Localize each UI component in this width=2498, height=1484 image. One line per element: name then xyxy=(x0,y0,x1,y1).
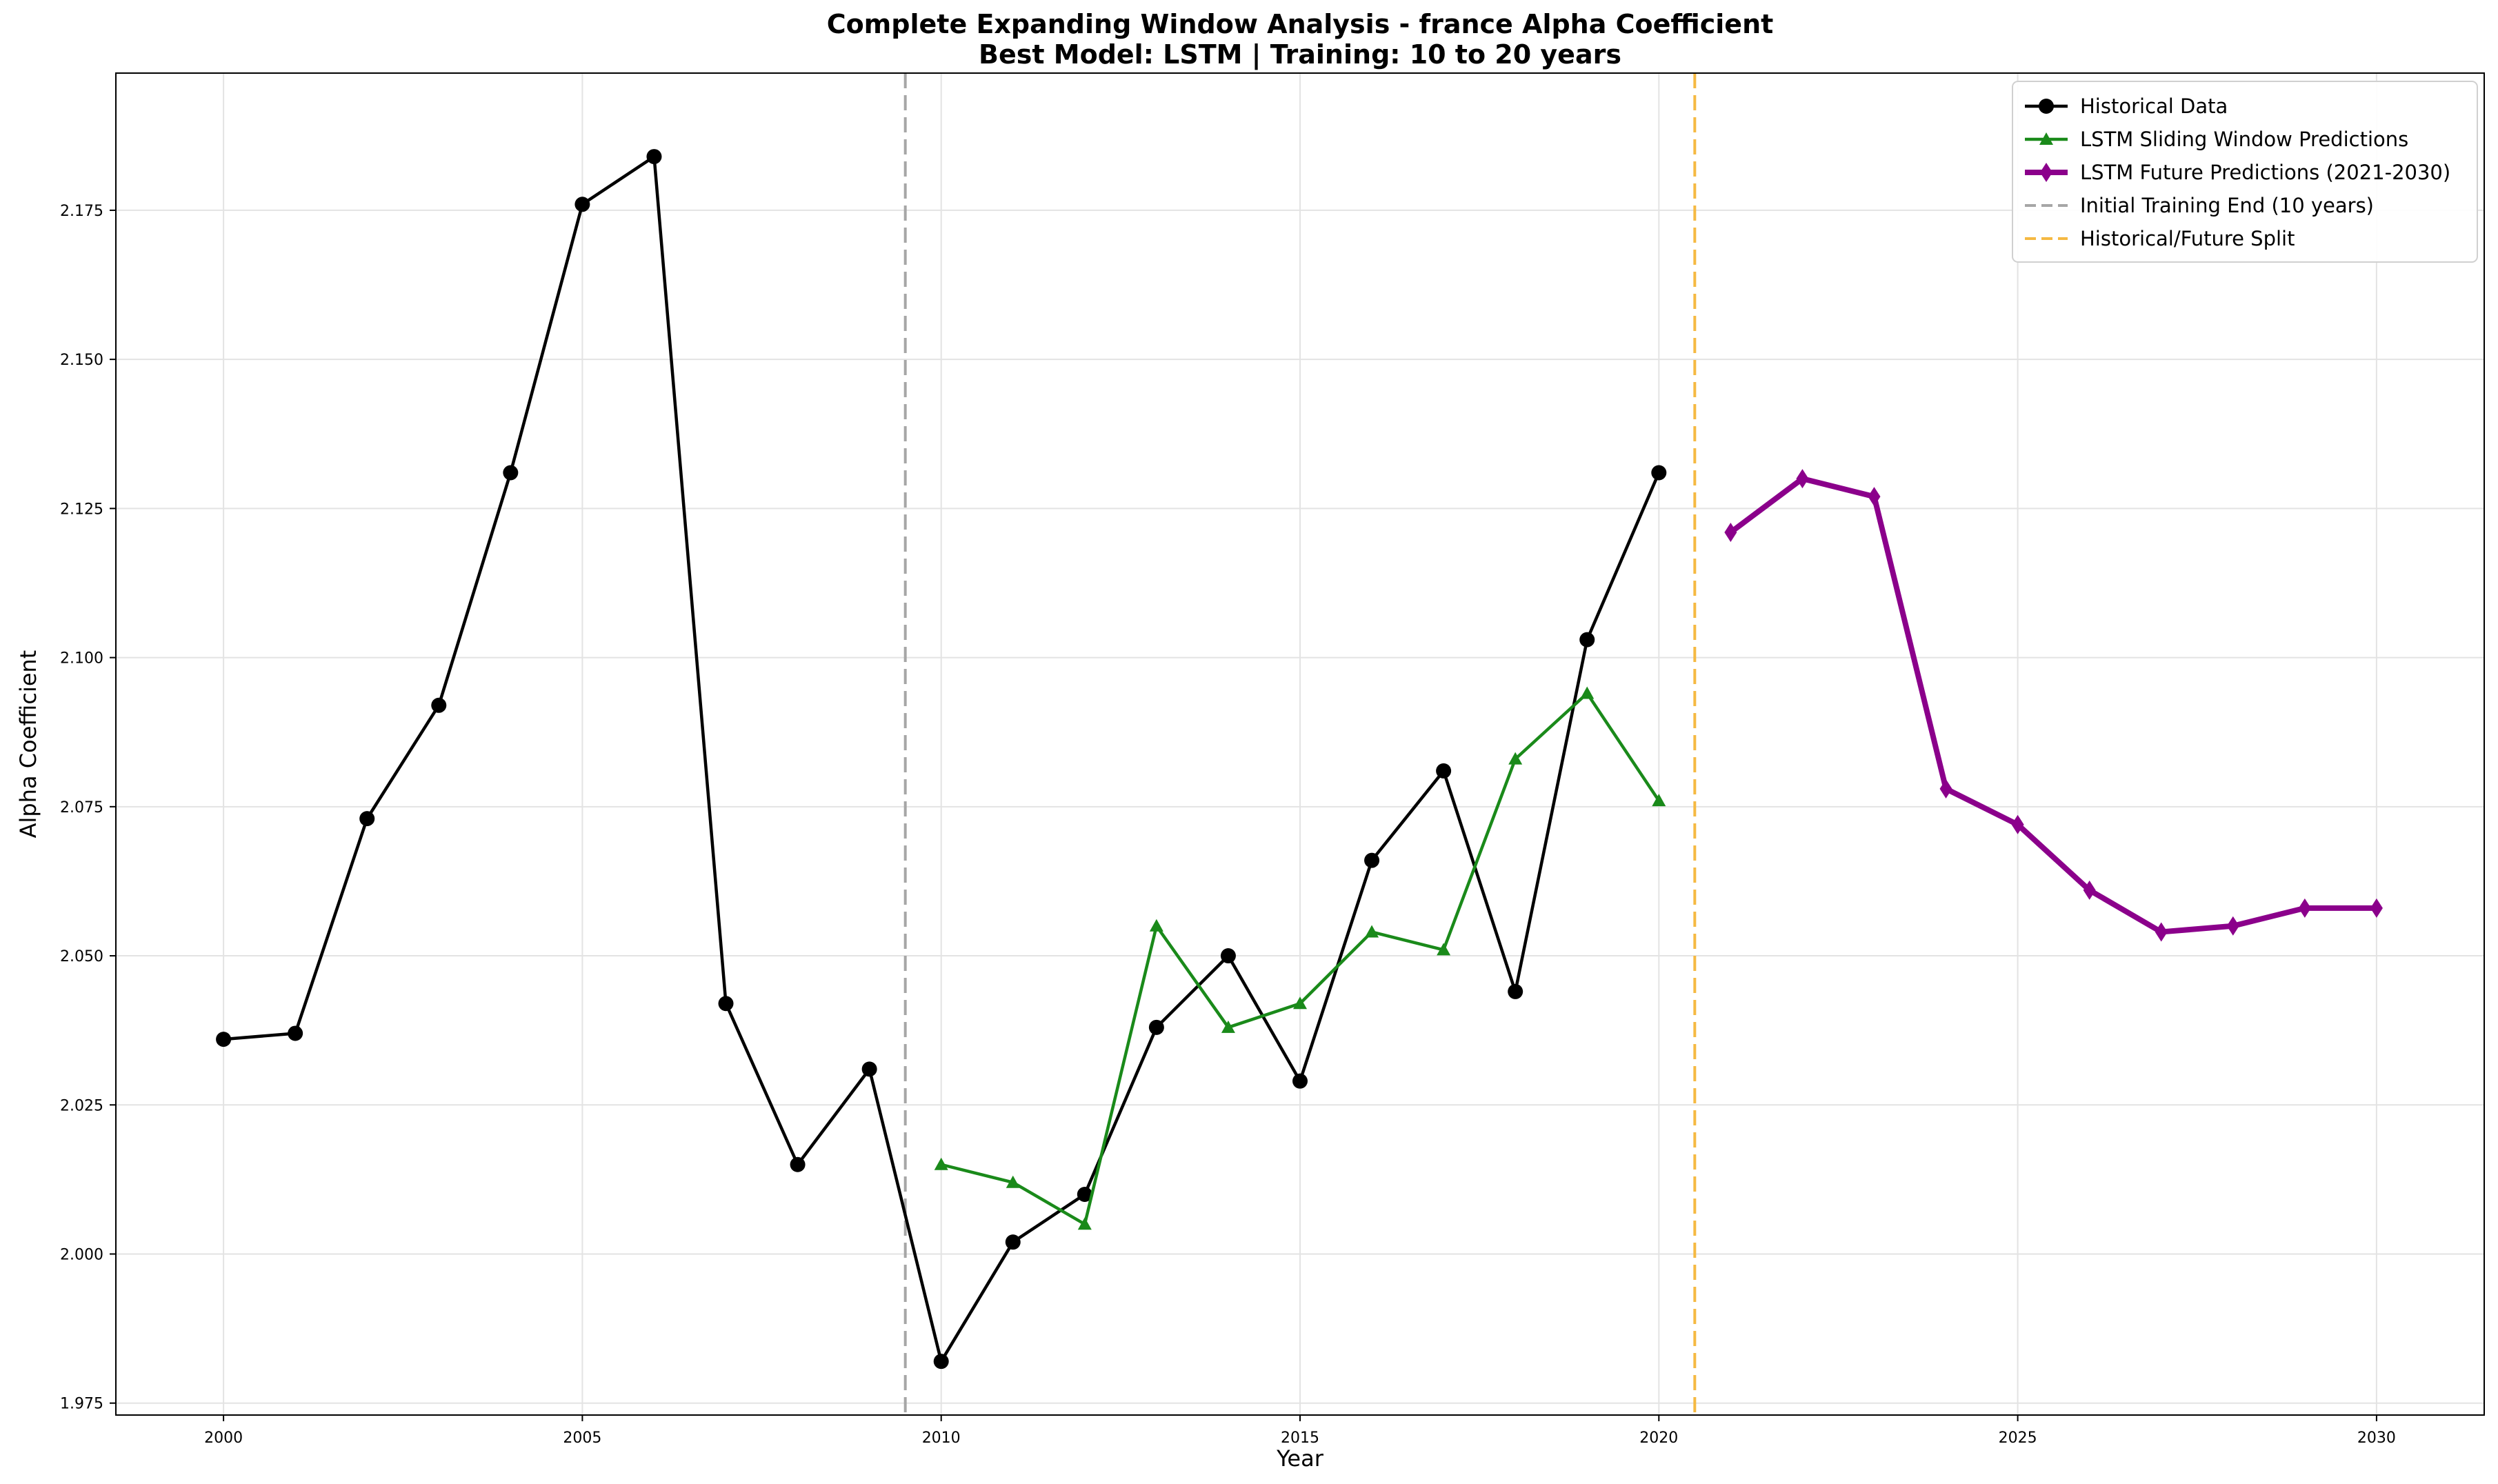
data-point xyxy=(1652,794,1666,807)
data-point xyxy=(2298,898,2311,918)
x-tick-label: 2010 xyxy=(922,1430,961,1447)
legend-label: Initial Training End (10 years) xyxy=(2080,194,2374,217)
data-point xyxy=(503,465,519,481)
legend-item: LSTM Sliding Window Predictions xyxy=(2025,128,2408,151)
data-point xyxy=(2155,922,2168,942)
x-tick-label: 2025 xyxy=(1999,1430,2037,1447)
data-point xyxy=(1796,469,1809,489)
reference-lines xyxy=(903,73,1697,1415)
series-line xyxy=(1728,476,2377,935)
legend: Historical Data LSTM Sliding Window Predi… xyxy=(2012,81,2478,263)
y-tick-label: 2.050 xyxy=(60,948,103,965)
data-point xyxy=(1005,1234,1021,1250)
data-point xyxy=(431,697,447,713)
data-point xyxy=(1508,752,1523,765)
data-point xyxy=(718,996,734,1012)
y-tick-label: 2.025 xyxy=(60,1097,103,1114)
data-point xyxy=(1148,1019,1164,1035)
series xyxy=(1724,469,2383,942)
series xyxy=(216,149,1667,1370)
data-point xyxy=(861,1061,877,1077)
chart-subtitle: Best Model: LSTM | Training: 10 to 20 ye… xyxy=(979,39,1621,70)
data-point xyxy=(1221,1020,1235,1033)
data-point xyxy=(1508,983,1523,999)
legend-box xyxy=(2012,81,2478,263)
y-axis-label: Alpha Coefficient xyxy=(15,650,41,839)
legend-label: Historical/Future Split xyxy=(2080,227,2295,250)
axis-ticks: 2000 2005 2010 2015 2020 2025 2030 1.975 2.000 2.… xyxy=(60,203,2396,1447)
series-group xyxy=(216,149,2383,1370)
data-point xyxy=(1436,763,1452,779)
data-point xyxy=(1149,919,1163,932)
data-point xyxy=(1939,779,1952,799)
data-point xyxy=(2011,814,2024,834)
data-point xyxy=(2039,132,2053,145)
data-point xyxy=(359,811,375,827)
data-point xyxy=(2040,163,2052,182)
data-point xyxy=(1077,1217,1092,1230)
data-point xyxy=(934,1157,948,1170)
x-tick-label: 2020 xyxy=(1639,1430,1678,1447)
x-tick-label: 2005 xyxy=(563,1430,601,1447)
x-tick-label: 2030 xyxy=(2357,1430,2396,1447)
x-axis-label: Year xyxy=(1276,1445,1324,1472)
data-point xyxy=(790,1156,806,1172)
data-point xyxy=(1724,522,1737,542)
y-tick-label: 1.975 xyxy=(60,1396,103,1413)
data-point xyxy=(1077,1186,1092,1202)
data-point xyxy=(574,197,590,212)
y-tick-label: 2.100 xyxy=(60,650,103,668)
legend-item: LSTM Future Predictions (2021-2030) xyxy=(2025,161,2450,184)
data-point xyxy=(288,1025,303,1041)
data-point xyxy=(1580,686,1595,699)
x-tick-label: 2015 xyxy=(1281,1430,1319,1447)
data-point xyxy=(1437,943,1451,956)
data-point xyxy=(646,149,662,165)
data-point xyxy=(2370,898,2383,918)
legend-item: Initial Training End (10 years) xyxy=(2025,194,2374,217)
data-point xyxy=(1220,948,1236,964)
data-point xyxy=(2226,916,2239,936)
legend-label: Historical Data xyxy=(2080,94,2228,118)
data-point xyxy=(1868,487,1881,507)
data-point xyxy=(1364,852,1380,868)
y-tick-label: 2.000 xyxy=(60,1246,103,1263)
legend-item: Historical Data xyxy=(2025,94,2228,118)
series xyxy=(934,686,1666,1230)
data-point xyxy=(1579,632,1595,648)
legend-label: LSTM Future Predictions (2021-2030) xyxy=(2080,161,2450,184)
data-point xyxy=(1365,925,1379,938)
data-point xyxy=(1292,1073,1308,1089)
chart-title: Complete Expanding Window Analysis - fra… xyxy=(827,9,1774,39)
legend-item: Historical/Future Split xyxy=(2025,227,2295,250)
y-tick-label: 2.150 xyxy=(60,352,103,369)
y-tick-label: 2.075 xyxy=(60,799,103,816)
data-point xyxy=(1293,996,1307,1010)
data-point xyxy=(216,1032,232,1047)
grid xyxy=(116,73,2484,1415)
data-point xyxy=(933,1354,949,1370)
x-tick-label: 2000 xyxy=(204,1430,243,1447)
data-point xyxy=(1006,1175,1020,1188)
data-point xyxy=(2039,99,2054,114)
y-tick-label: 2.175 xyxy=(60,203,103,220)
y-tick-label: 2.125 xyxy=(60,501,103,518)
data-point xyxy=(2083,880,2096,900)
legend-label: LSTM Sliding Window Predictions xyxy=(2080,128,2408,151)
data-point xyxy=(1651,465,1667,481)
